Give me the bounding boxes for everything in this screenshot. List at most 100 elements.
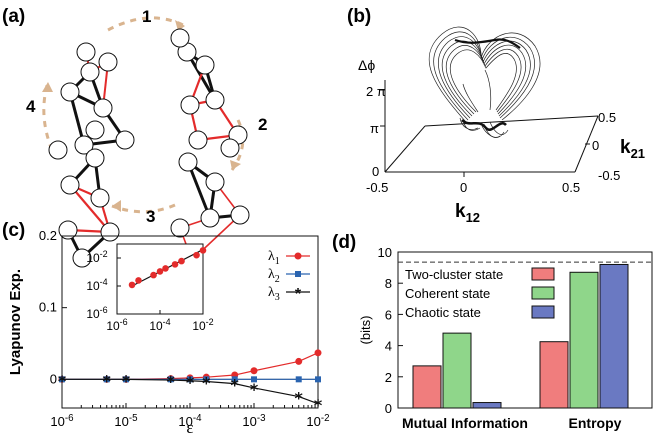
bar-1-2 (599, 263, 629, 409)
y-tick-label: 10 (378, 245, 392, 260)
ytick-zero: 0 (592, 138, 599, 153)
legend-label-λ2: λ2 (268, 267, 280, 285)
bar-0-1 (442, 332, 472, 409)
legend-label-λ1: λ1 (268, 249, 280, 267)
inset-data-point (162, 265, 169, 272)
oscillator-cluster-2 (170, 28, 248, 150)
panel-c-label: (c) (2, 220, 25, 241)
x-tick-label: 10-2 (306, 413, 329, 429)
y-tick-label: 6 (385, 307, 392, 322)
inset-x-tick-label: 10-4 (149, 317, 170, 333)
data-point-lambda3: * (186, 373, 195, 392)
data-point-lambda3: * (122, 371, 131, 390)
inset-data-point (156, 268, 164, 275)
xtick-neg: -0.5 (366, 180, 388, 195)
ytick-pos: 0.5 (598, 110, 616, 125)
axis-label-dphi: Δϕ (358, 57, 375, 73)
arrow-head-3 (112, 200, 121, 212)
series-line-λ3 (62, 378, 319, 405)
data-point-lambda3: * (295, 389, 304, 408)
data-point-lambda2 (187, 376, 193, 383)
arrow-3 (111, 203, 176, 214)
y-axis-label: (bits) (358, 316, 373, 345)
data-point-lambda3: * (202, 373, 211, 392)
oscillator-cluster-1 (60, 42, 135, 155)
legend-swatch (531, 267, 555, 281)
data-point-lambda1 (314, 349, 322, 357)
arrow-head-4 (42, 82, 53, 92)
category-label: Entropy (569, 415, 622, 431)
xtick-pos: 0.5 (562, 180, 580, 195)
inset-y-tick-label: 10-4 (86, 277, 107, 293)
legend-label: Chaotic state (405, 305, 481, 320)
chart-c-series: * * * * * * * * * * (58, 349, 323, 415)
panel-d-label: (d) (332, 232, 356, 253)
step-2: 2 (258, 115, 267, 134)
data-point-lambda3: * (103, 371, 112, 390)
panel-b: (b) Δϕ 2 π π 0 -0.5 (347, 6, 645, 225)
legend-swatch (531, 286, 555, 300)
data-point-lambda2 (231, 376, 238, 383)
data-point-lambda2 (295, 376, 302, 383)
legend-marker (294, 252, 302, 260)
step-4: 4 (26, 97, 36, 116)
x-tick-label: 10-4 (178, 413, 202, 429)
inset-frame (116, 243, 204, 315)
chart-d-axes: 0 2 4 6 8 10 (bits) (358, 245, 653, 416)
legend-label-λ3: λ3 (268, 285, 280, 303)
inset-data-point (199, 247, 207, 254)
data-point-lambda3: * (58, 371, 67, 390)
legend-label: Coherent state (405, 286, 490, 301)
step-3: 3 (146, 207, 155, 226)
chart-d-legend: Two-cluster state Coherent state Chaotic s… (405, 267, 555, 320)
panel-d: (d) 0 2 4 6 8 10 (bits) Mutual Information Entr… (332, 232, 653, 431)
inset-x-tick-label: 10-2 (192, 317, 213, 333)
inset-y-tick-label: 10-6 (86, 305, 107, 321)
bar-0-2 (472, 402, 502, 409)
arrow-4 (42, 81, 54, 151)
data-point-lambda2 (203, 376, 210, 383)
legend-marker: * (295, 286, 302, 303)
data-point-lambda1 (295, 357, 303, 365)
inset-data-point (193, 251, 200, 259)
inset-data-point (171, 261, 179, 268)
chart-d-frame (397, 251, 653, 409)
attractor-thick-path (454, 38, 521, 49)
xtick-zero: 0 (460, 180, 467, 195)
data-point-lambda1 (250, 367, 258, 375)
y-tick-label: 0.1 (39, 300, 57, 315)
bar-0-0 (412, 365, 442, 409)
y-tick-label: 0 (385, 401, 392, 416)
panel-b-label: (b) (347, 6, 371, 27)
ztick-pi: π (370, 121, 379, 136)
bar-1-0 (539, 341, 569, 409)
attractor-bottom-path (461, 119, 507, 131)
x-axis-label: ε (186, 418, 193, 437)
y-tick-label: 2 (385, 370, 392, 385)
x-tick-label: 10-6 (50, 413, 73, 429)
panel-a-label: (a) (2, 6, 25, 27)
y-tick-label: 4 (385, 339, 392, 354)
inset-data-point (150, 271, 157, 279)
attractor-trajectory (428, 26, 541, 138)
inset-data-point (128, 281, 136, 289)
legend-marker (295, 271, 301, 277)
ztick-2pi: 2 π (366, 84, 386, 99)
arrow-head-2 (230, 160, 241, 170)
axis-label-k21: k21 (620, 137, 645, 161)
inset-x-tick-label: 10-6 (106, 317, 127, 333)
panel-c: (c) 10-6 10-5 10-4 10-3 10-2 0 0.1 0.2 Lyapunov … (2, 220, 330, 437)
chart-d-bars: Mutual Information Entropy (402, 263, 629, 431)
arrow-head-1 (175, 20, 185, 31)
oscillator-cluster-3 (48, 120, 120, 268)
x-tick-label: 10-5 (114, 413, 138, 429)
ztick-0: 0 (372, 164, 379, 179)
data-point-lambda3: * (250, 380, 259, 399)
data-point-lambda2 (251, 376, 257, 383)
x-tick-label: 10-3 (242, 413, 265, 429)
y-tick-label: 0.2 (39, 228, 57, 243)
step-1: 1 (142, 7, 151, 26)
y-tick-label: 8 (385, 276, 392, 291)
